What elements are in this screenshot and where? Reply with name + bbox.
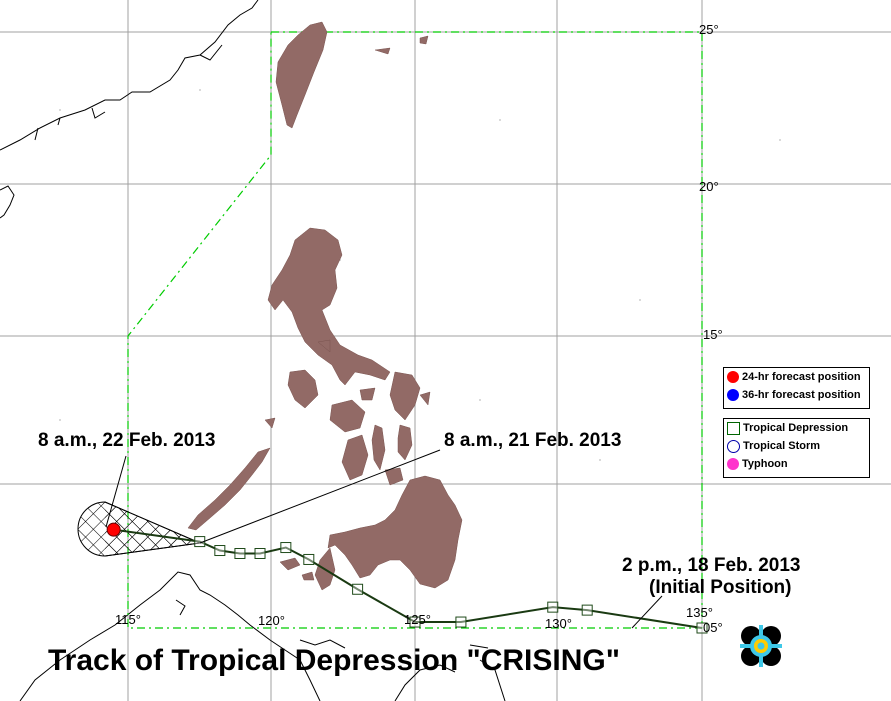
td-position-marker bbox=[581, 604, 593, 616]
legend-item-36hr: 36-hr forecast position bbox=[724, 386, 869, 404]
current-leader-line bbox=[199, 449, 441, 544]
legend-item-ts: Tropical Storm bbox=[724, 437, 869, 455]
panay-island bbox=[329, 399, 366, 433]
legend-label: Tropical Storm bbox=[743, 440, 821, 452]
taiwan-island bbox=[275, 21, 328, 129]
land-masses bbox=[187, 21, 463, 591]
td-position-marker bbox=[234, 548, 246, 559]
td-position-marker bbox=[409, 616, 421, 628]
lon-label-135: 135° bbox=[686, 605, 713, 620]
mainland-coastline bbox=[0, 0, 259, 151]
legend-item-td: Tropical Depression bbox=[724, 419, 869, 437]
forecast-24hr-marker bbox=[106, 522, 121, 537]
luzon-island bbox=[267, 227, 391, 386]
borneo-coastline bbox=[19, 571, 321, 701]
small-island bbox=[301, 571, 315, 581]
blue-dot-icon bbox=[727, 389, 739, 401]
mindanao-island bbox=[327, 475, 463, 589]
lon-label-120: 120° bbox=[258, 613, 285, 628]
indochina-coastline bbox=[0, 185, 15, 219]
td-position-marker bbox=[455, 616, 467, 628]
borneo-detail bbox=[175, 599, 346, 649]
small-island bbox=[264, 417, 276, 429]
lat-label-05: 05° bbox=[703, 620, 723, 635]
legend-label: 24-hr forecast position bbox=[742, 371, 861, 383]
forecast-legend: 24-hr forecast position 36-hr forecast p… bbox=[723, 367, 870, 409]
small-island bbox=[317, 339, 331, 353]
lon-label-115: 115° bbox=[115, 612, 141, 627]
track-layer bbox=[106, 522, 708, 634]
map-title: Track of Tropical Depression "CRISING" bbox=[48, 644, 620, 677]
circle-icon bbox=[727, 439, 740, 453]
magenta-dot-icon bbox=[727, 458, 739, 470]
palawan-island bbox=[187, 447, 271, 531]
td-position-marker bbox=[214, 545, 226, 557]
lat-label-15: 15° bbox=[703, 327, 723, 342]
small-island bbox=[419, 35, 429, 45]
lat-label-25: 25° bbox=[699, 22, 719, 37]
small-island bbox=[419, 391, 431, 406]
leyte-island bbox=[397, 424, 413, 461]
sulawesi-coastline bbox=[394, 644, 506, 701]
legend-item-24hr: 24-hr forecast position bbox=[724, 368, 869, 386]
legend-label: Tropical Depression bbox=[743, 422, 849, 434]
legend-item-typhoon: Typhoon bbox=[724, 455, 869, 473]
td-position-marker bbox=[352, 583, 364, 595]
small-island bbox=[374, 47, 391, 55]
coastline-detail bbox=[34, 44, 223, 141]
negros-island bbox=[341, 434, 369, 481]
legend-label: 36-hr forecast position bbox=[742, 389, 861, 401]
cebu-island bbox=[371, 424, 386, 471]
td-position-marker bbox=[547, 601, 559, 613]
legend-label: Typhoon bbox=[742, 458, 788, 470]
mindoro-island bbox=[287, 369, 319, 409]
initial-position-label: 2 p.m., 18 Feb. 2013 bbox=[622, 555, 801, 576]
storm-track-line bbox=[113, 528, 703, 629]
lon-label-130: 130° bbox=[545, 616, 572, 631]
current-position-label: 8 a.m., 21 Feb. 2013 bbox=[444, 430, 622, 451]
td-position-marker bbox=[303, 553, 315, 565]
initial-position-sublabel: (Initial Position) bbox=[649, 577, 792, 598]
forecast-cone bbox=[77, 501, 202, 557]
samar-island bbox=[389, 371, 421, 421]
masbate-island bbox=[359, 387, 376, 401]
td-position-marker bbox=[254, 548, 266, 559]
red-dot-icon bbox=[727, 371, 739, 383]
forecast-position-label: 8 a.m., 22 Feb. 2013 bbox=[38, 430, 216, 451]
td-position-marker bbox=[280, 542, 292, 554]
lat-label-20: 20° bbox=[699, 179, 719, 194]
intensity-legend: Tropical Depression Tropical Storm Typho… bbox=[723, 418, 870, 478]
td-position-marker bbox=[696, 622, 708, 634]
lon-label-125: 125° bbox=[404, 612, 431, 627]
forecast-leader-line bbox=[105, 455, 127, 528]
initial-leader-line bbox=[631, 595, 663, 629]
pagasa-logo bbox=[740, 625, 782, 667]
background-stipple bbox=[59, 89, 781, 461]
sulu-island bbox=[279, 557, 301, 571]
bohol-island bbox=[384, 467, 404, 486]
square-icon bbox=[727, 421, 740, 435]
